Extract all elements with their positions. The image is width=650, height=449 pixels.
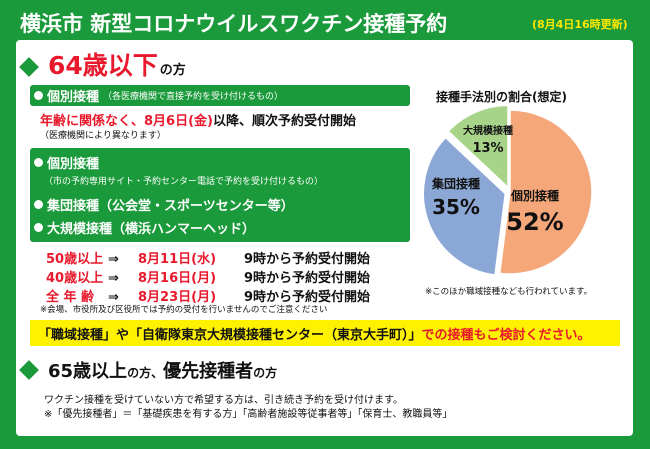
bullet-dot-icon <box>34 158 43 167</box>
under65-heading-suffix: の方 <box>159 63 186 78</box>
diamond-bullet-icon <box>19 360 39 380</box>
priority-heading-suffix: の方 <box>253 366 278 380</box>
diamond-bullet-icon <box>19 57 39 77</box>
city-individual-row: 個別接種 <box>34 153 99 172</box>
individual-sub: （各医療機関で直接予約を受け付けるもの） <box>103 92 284 102</box>
bullet-dot-icon <box>34 91 43 100</box>
pie-label: 集団接種 <box>431 176 480 191</box>
over65-heading-suffix: の方、 <box>127 366 164 380</box>
pie-slice <box>498 109 593 275</box>
chart-title: 接種手法別の割合(想定) <box>436 90 567 104</box>
over65-heading-age: 65歳以上 <box>48 361 128 382</box>
bullet-dot-icon <box>34 200 43 209</box>
individual-notice: 年齢に関係なく、8月6日(金)以降、順次予約受付開始 <box>40 110 356 129</box>
workplace-band: 「職域接種」や「自衛隊東京大規模接種センター（東京大手町）」 での接種もご検討くだ… <box>30 320 620 346</box>
schedule-age: 全 年 齢 <box>46 290 95 305</box>
bullet-dot-icon <box>34 223 43 232</box>
schedule-age: 40歳以上 <box>46 271 104 286</box>
group-row: 集団接種（公会堂・スポーツセンター等） <box>34 195 294 214</box>
individual-notice-red: 年齢に関係なく、8月6日(金) <box>40 114 213 129</box>
schedule-time: 9時から予約受付開始 <box>244 290 371 305</box>
schedule-note: ※会場、市役所及び区役所では予約の受付を行いませんのでご注意ください <box>40 305 328 315</box>
page-title: 横浜市 新型コロナウイルスワクチン接種予約 <box>20 12 448 36</box>
individual-notice-black: 以降、順次予約受付開始 <box>212 114 356 129</box>
update-timestamp: (8月4日16時更新) <box>532 18 628 31</box>
city-individual-sub: （市の予約専用サイト・予約センター電話で予約を受け付けるもの） <box>44 177 324 187</box>
pie-value: 35% <box>432 195 480 219</box>
pie-label: 個別接種 <box>510 188 559 203</box>
pie-value: 52% <box>506 208 563 236</box>
over65-line2: ※「優先接種者」＝「基礎疾患を有する方」「高齢者施設等従事者等」「保育士、教職員… <box>44 409 453 420</box>
pie-slice <box>422 136 507 276</box>
arrow-icon: ⇒ <box>108 252 119 267</box>
pie-chart: 個別接種 52% 集団接種 35% 大規模接種 13% <box>422 104 593 276</box>
arrow-icon: ⇒ <box>108 290 119 305</box>
arrow-icon: ⇒ <box>108 271 119 286</box>
over65-heading: 65歳以上 の方、 優先接種者 の方 <box>19 357 278 383</box>
individual-label: 個別接種 <box>47 90 100 105</box>
under65-heading-age: 64歳以下 <box>48 51 158 80</box>
city-individual-sub-row: （市の予約専用サイト・予約センター電話で予約を受け付けるもの） <box>44 174 323 187</box>
schedule-time: 9時から予約受付開始 <box>244 252 371 267</box>
schedule-date: 8月23日(月) <box>138 290 217 305</box>
schedule-time: 9時から予約受付開始 <box>244 271 371 286</box>
city-individual-label: 個別接種 <box>47 157 100 172</box>
schedule-date: 8月11日(水) <box>138 252 217 267</box>
mass-label: 大規模接種（横浜ハンマーヘッド） <box>47 222 256 237</box>
under65-heading: 64歳以下 の方 <box>19 46 186 82</box>
pie-value: 13% <box>472 141 503 156</box>
chart-note: ※このほか職域接種なども行われています。 <box>425 287 593 297</box>
over65-line1: ワクチン接種を受けていない方で希望する方は、引き続き予約を受け付けます。 <box>44 395 403 406</box>
schedule-row: 40歳以上 ⇒ 8月16日(月) 9時から予約受付開始 <box>46 267 370 286</box>
city-booking-box: 個別接種 （市の予約専用サイト・予約センター電話で予約を受け付けるもの） 集団接… <box>30 148 410 242</box>
pie-slice <box>447 104 509 190</box>
individual-note: （医療機関により異なります） <box>40 131 166 141</box>
schedule-row: 50歳以上 ⇒ 8月11日(水) 9時から予約受付開始 <box>46 248 370 267</box>
individual-bar: 個別接種 （各医療機関で直接予約を受け付けるもの） <box>30 85 410 106</box>
workplace-band-text: 「職域接種」や「自衛隊東京大規模接種センター（東京大手町）」 <box>38 327 422 343</box>
workplace-band-call: での接種もご検討ください。 <box>421 327 591 343</box>
mass-row: 大規模接種（横浜ハンマーヘッド） <box>34 218 255 237</box>
schedule-row: 全 年 齢 ⇒ 8月23日(月) 9時から予約受付開始 <box>46 286 370 305</box>
schedule-age: 50歳以上 <box>46 252 104 267</box>
priority-heading: 優先接種者 <box>163 361 254 382</box>
group-label: 集団接種（公会堂・スポーツセンター等） <box>47 199 294 214</box>
schedule-date: 8月16日(月) <box>138 271 217 286</box>
pie-label: 大規模接種 <box>463 124 513 137</box>
